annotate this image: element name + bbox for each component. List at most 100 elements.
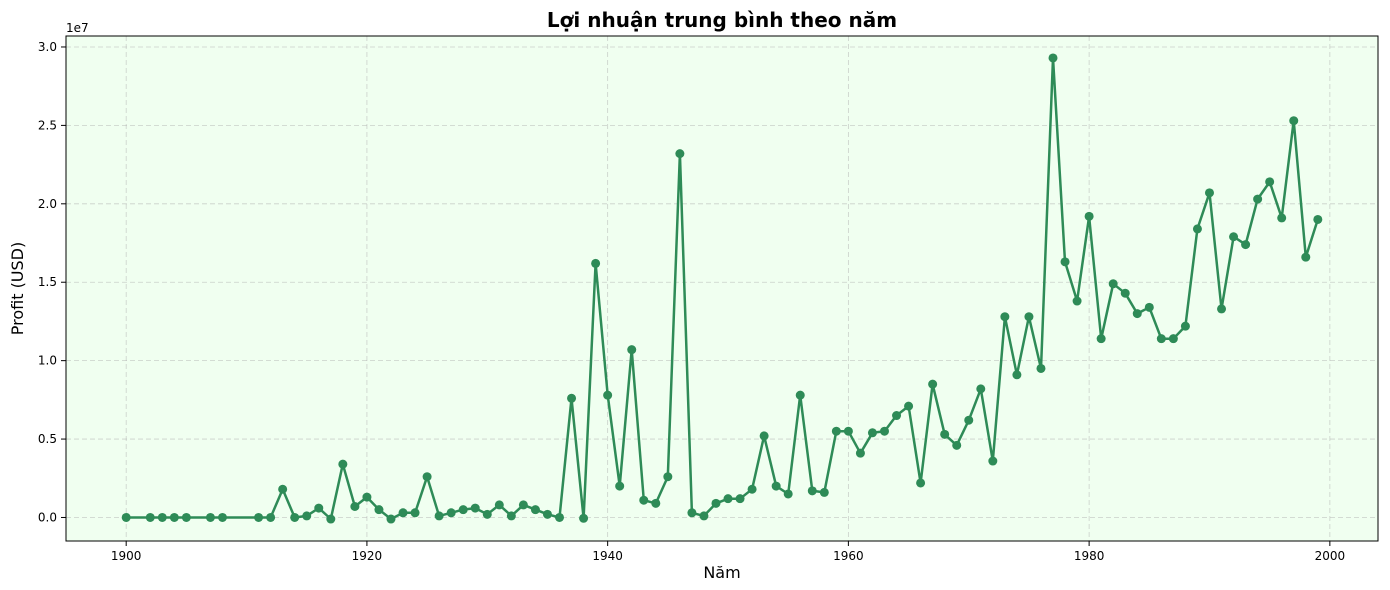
y-axis-offset-label: 1e7	[66, 21, 89, 35]
data-point	[699, 511, 709, 521]
data-point	[615, 481, 625, 491]
data-point	[181, 512, 191, 522]
data-point	[302, 511, 312, 521]
data-point	[1301, 252, 1311, 262]
data-point	[386, 514, 396, 524]
y-tick-label: 3.0	[38, 40, 57, 54]
data-point	[735, 494, 745, 504]
series-layer	[121, 53, 1323, 524]
data-point	[266, 512, 276, 522]
plot-area	[65, 35, 1379, 542]
y-axis-label: Profit (USD)	[8, 242, 27, 336]
data-point	[314, 503, 324, 513]
x-tick-label: 1940	[592, 549, 623, 563]
data-point	[518, 500, 528, 510]
data-point	[555, 512, 565, 522]
data-point	[916, 478, 926, 488]
x-axis-label: Năm	[703, 563, 740, 582]
data-point	[157, 512, 167, 522]
data-point	[639, 495, 649, 505]
data-point	[205, 512, 215, 522]
data-point	[1204, 188, 1214, 198]
data-point	[398, 508, 408, 518]
data-point	[1072, 296, 1082, 306]
y-tick-label: 2.5	[38, 118, 57, 132]
plot-frame	[65, 35, 1379, 542]
data-point	[1120, 288, 1130, 298]
data-point	[711, 498, 721, 508]
data-point	[121, 512, 131, 522]
data-point	[651, 498, 661, 508]
data-point	[326, 514, 336, 524]
data-point	[1012, 370, 1022, 380]
data-point	[783, 489, 793, 499]
data-point	[603, 390, 613, 400]
data-point	[338, 459, 348, 469]
data-point	[1132, 309, 1142, 319]
data-point	[1108, 279, 1118, 289]
data-point	[530, 505, 540, 515]
x-tick-label: 1980	[1074, 549, 1105, 563]
data-point	[807, 486, 817, 496]
data-point	[1000, 312, 1010, 322]
data-point	[879, 426, 889, 436]
x-tick-label: 1900	[111, 549, 142, 563]
data-point	[855, 448, 865, 458]
data-point	[952, 440, 962, 450]
data-point	[374, 505, 384, 515]
data-point	[1096, 334, 1106, 344]
data-point	[422, 472, 432, 482]
data-point	[1229, 232, 1239, 242]
data-point	[988, 456, 998, 466]
data-point	[254, 512, 264, 522]
data-point	[867, 428, 877, 438]
data-point	[819, 487, 829, 497]
data-point	[446, 508, 456, 518]
data-point	[928, 379, 938, 389]
data-point	[1168, 334, 1178, 344]
data-point	[771, 481, 781, 491]
y-tick-label: 0.5	[38, 432, 57, 446]
data-point	[1036, 363, 1046, 373]
data-point	[362, 492, 372, 502]
y-tick-label: 2.0	[38, 197, 57, 211]
data-point	[458, 505, 468, 515]
data-point	[1265, 177, 1275, 187]
data-point	[759, 431, 769, 441]
data-point	[675, 149, 685, 159]
data-point	[687, 508, 697, 518]
data-point	[723, 494, 733, 504]
data-point	[1277, 213, 1287, 223]
x-tick-label: 1920	[352, 549, 383, 563]
data-point	[892, 411, 902, 421]
data-point	[904, 401, 914, 411]
grid-lines	[66, 36, 1378, 541]
data-point	[663, 472, 673, 482]
data-point	[410, 508, 420, 518]
data-point	[591, 258, 601, 268]
data-point	[278, 484, 288, 494]
data-point	[747, 484, 757, 494]
data-point	[217, 512, 227, 522]
data-point	[1241, 240, 1251, 250]
y-tick-label: 1.0	[38, 354, 57, 368]
data-point	[542, 509, 552, 519]
data-point	[1060, 257, 1070, 267]
data-point	[831, 426, 841, 436]
data-point	[494, 500, 504, 510]
data-point	[1024, 312, 1034, 322]
x-tick-label: 2000	[1315, 549, 1346, 563]
data-point	[1253, 194, 1263, 204]
axes: 1900 1920 1940 1960 1980 2000 0.0 0.5 1.0 1.5 2.0 2…	[38, 40, 1345, 563]
data-point	[627, 345, 637, 355]
data-point	[795, 390, 805, 400]
data-point	[1144, 302, 1154, 312]
data-point	[1192, 224, 1202, 234]
data-point	[1156, 334, 1166, 344]
data-point	[290, 512, 300, 522]
data-point	[145, 512, 155, 522]
data-point	[1217, 304, 1227, 314]
data-point	[567, 393, 577, 403]
data-point	[1289, 116, 1299, 126]
